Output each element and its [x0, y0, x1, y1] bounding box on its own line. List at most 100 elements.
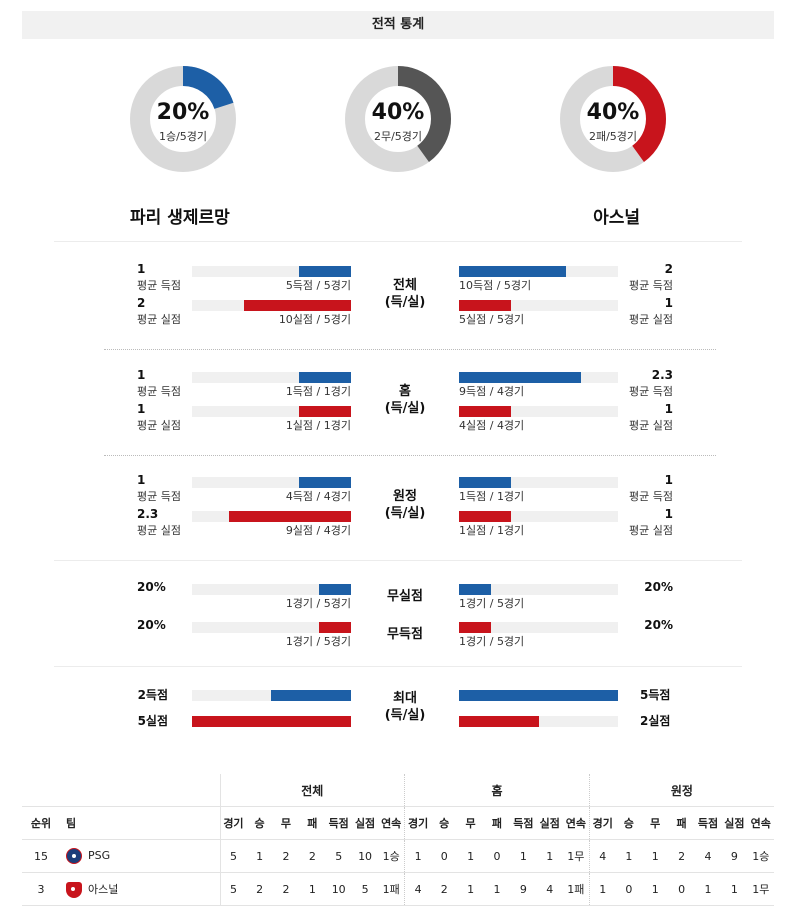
stat-cell: 5: [351, 872, 379, 906]
home-stat-value: 1: [137, 262, 146, 276]
home-stat-caption: 1경기 / 5경기: [285, 597, 351, 610]
donut-slice: [345, 66, 451, 172]
away-stat-label: 평균 득점: [629, 279, 673, 292]
away-stat-bar-track: [459, 584, 618, 595]
group-spacer: [22, 774, 220, 807]
stat-cell: 1: [246, 839, 273, 873]
home-stat-label: 평균 득점: [137, 385, 181, 398]
column-header: 무: [457, 806, 484, 840]
column-header: 연속: [562, 806, 590, 840]
away-stat-caption: 1경기 / 5경기: [459, 597, 525, 610]
crest-dot: [72, 854, 76, 858]
stat-cell: 1승: [378, 839, 405, 873]
home-stat-bar-track: [192, 511, 351, 522]
column-header: 팀: [60, 806, 220, 840]
home-stat-bar: [299, 372, 351, 383]
away-stat-caption: 5실점 / 5경기: [459, 313, 525, 326]
home-stat-value: 2.3: [137, 507, 159, 521]
home-max-bar: [271, 690, 351, 701]
home-max-bar: [192, 716, 351, 727]
table-group-header: 전체 홈 원정: [22, 774, 774, 807]
home-stat-bar: [319, 584, 351, 595]
stat-cell: 1: [642, 872, 669, 906]
stat-cell: 1패: [378, 872, 405, 906]
away-team-name: 아스널: [593, 208, 640, 228]
home-stat-label: 평균 득점: [137, 490, 181, 503]
donut-svg: [345, 66, 451, 172]
away-stat-value: 20%: [644, 618, 673, 632]
away-stat-bar: [459, 584, 491, 595]
away-stat-bar: [459, 477, 511, 488]
away-stat-caption: 1실점 / 1경기: [459, 524, 525, 537]
column-header: 실점: [721, 806, 748, 840]
stat-cell: 2: [272, 872, 300, 906]
column-header: 실점: [536, 806, 563, 840]
away-stat-label: 평균 실점: [629, 313, 673, 326]
away-stat-value: 1: [664, 296, 673, 310]
extra-label: 무실점: [387, 589, 423, 604]
away-stat-bar: [459, 372, 581, 383]
away-max-bar-track: [459, 716, 618, 727]
column-header: 경기: [219, 806, 247, 840]
column-header: 연속: [378, 806, 405, 840]
away-max-bar-track: [459, 690, 618, 701]
stat-cell: 1: [457, 872, 484, 906]
standings-table: 전체 홈 원정 순위 팀 경기 승 무 패 득점 실점 연속 경기 승 무 패 득점 실점 연속 경기 승 무 패 득점 실점 연…: [22, 774, 774, 906]
away-stat-bar: [459, 300, 511, 311]
away-max-bar: [459, 716, 539, 727]
section-divider: [104, 455, 716, 456]
column-header: 득점: [510, 806, 537, 840]
stat-cell: 9: [721, 839, 748, 873]
stat-cell: 5: [219, 839, 247, 873]
section-divider: [104, 349, 716, 350]
home-stat-caption: 10실점 / 5경기: [278, 313, 351, 326]
home-max-value: 2득점: [137, 688, 168, 702]
away-stat-value: 2.3: [651, 368, 673, 382]
home-stat-bar-track: [192, 266, 351, 277]
stat-cell: 2: [299, 839, 326, 873]
donut-sub-label: 2무/5경기: [373, 130, 423, 143]
max-label: 최대 (득/실): [384, 691, 426, 723]
stat-cell: 1무: [747, 872, 774, 906]
stat-cell: 1: [457, 839, 484, 873]
column-header: 연속: [747, 806, 774, 840]
home-max-value: 5실점: [137, 714, 168, 728]
stat-cell: 2: [246, 872, 273, 906]
column-header: 득점: [694, 806, 722, 840]
home-stat-bar-track: [192, 584, 351, 595]
donut-sub-label: 1승/5경기: [158, 130, 208, 143]
away-stat-value: 1: [664, 507, 673, 521]
home-stat-bar: [299, 477, 351, 488]
home-stat-caption: 1득점 / 1경기: [285, 385, 351, 398]
home-stat-value: 1: [137, 402, 146, 416]
column-header: 승: [431, 806, 458, 840]
donut-chart: 40% 2패/5경기: [558, 64, 668, 174]
home-stat-caption: 5득점 / 5경기: [285, 279, 351, 292]
home-stat-caption: 4득점 / 4경기: [285, 490, 351, 503]
column-header: 경기: [588, 806, 616, 840]
stat-cell: 1패: [562, 872, 590, 906]
away-stat-caption: 4실점 / 4경기: [459, 419, 525, 432]
home-stat-bar-track: [192, 406, 351, 417]
stat-cell: 10: [351, 839, 379, 873]
group-header: 홈: [404, 774, 590, 807]
away-stat-bar: [459, 511, 511, 522]
away-stat-caption: 1경기 / 5경기: [459, 635, 525, 648]
column-header: 무: [642, 806, 669, 840]
home-stat-bar: [319, 622, 351, 633]
away-stat-value: 1: [664, 473, 673, 487]
away-max-value: 5득점: [640, 688, 671, 702]
away-stat-bar: [459, 266, 566, 277]
away-stat-bar-track: [459, 372, 618, 383]
section-label: 원정 (득/실): [384, 489, 426, 521]
home-stat-bar: [299, 266, 351, 277]
home-stat-value: 20%: [137, 580, 166, 594]
stat-cell: 1: [404, 839, 432, 873]
stat-cell: 4: [694, 839, 722, 873]
stat-cell: 2: [668, 839, 695, 873]
donut-chart: 20% 1승/5경기: [128, 64, 238, 174]
away-stat-caption: 10득점 / 5경기: [459, 279, 532, 292]
stat-cell: 1: [536, 839, 563, 873]
donut-svg: [130, 66, 236, 172]
home-stat-value: 1: [137, 473, 146, 487]
